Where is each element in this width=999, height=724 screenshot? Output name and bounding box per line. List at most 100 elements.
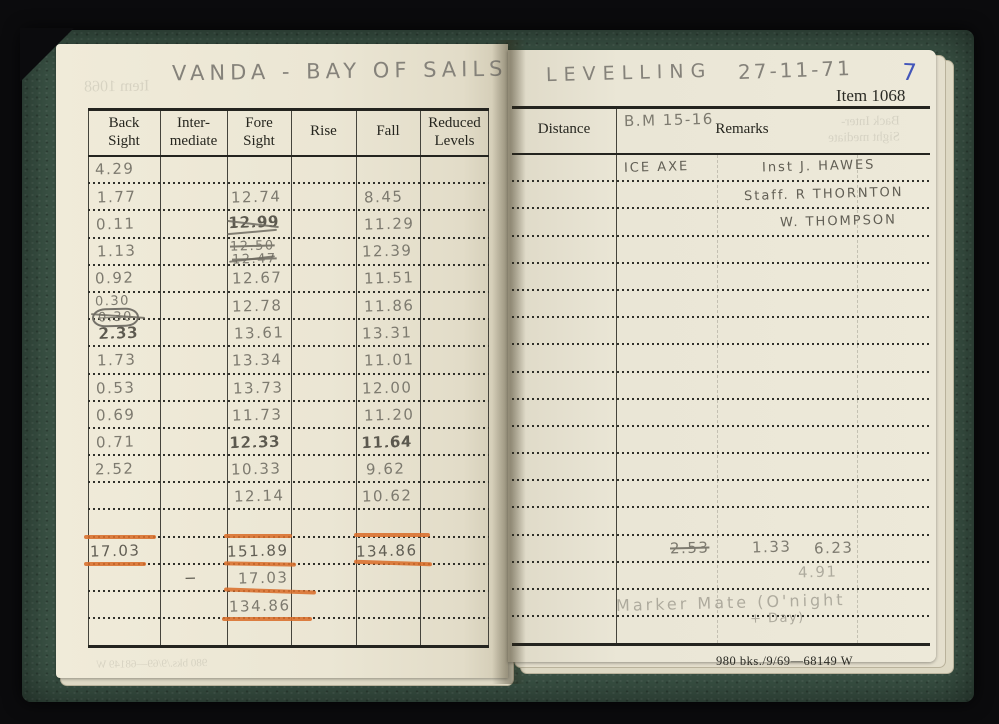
table-row	[512, 209, 930, 237]
table-row	[512, 290, 930, 319]
entry-back-sight: 0.69	[95, 405, 136, 425]
entry-back-sight: 2.33	[98, 323, 139, 343]
table-row	[88, 157, 489, 185]
entry-fore-sight: 12.74	[230, 187, 282, 207]
printer-imprint: 980 bks./9/69—68149 W	[716, 654, 854, 668]
net-fall-result: 134.86	[228, 596, 291, 616]
table-rows-right: ICE AXE Inst J. HAWES Staff. R THORNTON …	[512, 155, 930, 627]
orange-rule	[222, 617, 312, 621]
table-row	[88, 374, 489, 402]
table-row	[512, 454, 930, 482]
table-row	[88, 537, 489, 565]
header-rise: Rise	[310, 123, 337, 139]
bleed-through-printer-code: 980 bks./9/69—68149 W	[95, 657, 208, 671]
entry-back-sight: 1.13	[96, 241, 137, 261]
table-row	[88, 238, 489, 266]
header-reduced-levels: Reduced Levels	[428, 115, 481, 149]
entry-back-sight: 0.92	[94, 268, 135, 288]
header-back-sight: Back Sight	[108, 115, 140, 149]
table-header-right: Distance Remarks B.M 15-16 Back Inter- S…	[512, 109, 930, 155]
entry-back-sight: 0.53	[95, 378, 136, 398]
entry-fore-sight: 13.73	[232, 378, 284, 398]
table-row	[512, 345, 930, 373]
table-row	[88, 428, 489, 457]
table-row	[88, 456, 489, 484]
entry-fore-sight-overwritten: 12.33	[229, 432, 281, 452]
table-row	[512, 535, 930, 563]
total-fall: 134.86	[355, 541, 418, 561]
levelling-table-right: Distance Remarks B.M 15-16 Back Inter- S…	[512, 106, 930, 646]
table-row	[512, 508, 930, 536]
table-row	[88, 184, 489, 212]
table-row	[88, 320, 489, 348]
orange-rule	[224, 534, 292, 538]
entry-back-sight: 4.29	[94, 159, 135, 179]
remark-staff-man-2: W. THOMPSON	[779, 212, 898, 231]
equipment-note: ICE AXE	[623, 159, 690, 176]
table-row	[512, 426, 930, 455]
orange-rule	[84, 535, 156, 539]
table-rows-left: 4.29 1.77 0.11 1.13 0.92 0.30 0.30 2.33 …	[84, 157, 489, 621]
entry-back-sight: 0.71	[95, 432, 136, 452]
calc-value: 6.23	[813, 538, 854, 558]
orange-rule	[84, 562, 146, 566]
page-subject-handwritten: LEVELLING	[545, 59, 713, 87]
entry-fall: 11.51	[363, 268, 415, 288]
entry-fore-sight: 10.33	[230, 459, 282, 479]
levelling-table-left: Back Sight Inter- mediate Fore Sight Ris…	[84, 108, 489, 648]
entry-back-sight: 1.77	[96, 187, 137, 207]
entry-fore-sight: 13.34	[231, 350, 283, 370]
calc-value: 1.33	[751, 537, 792, 557]
date-handwritten: 27-11-71	[737, 56, 854, 84]
table-row	[88, 292, 489, 321]
marker-note-line2: + Day)	[749, 610, 805, 627]
bleed-through-header: Back Inter- Sight mediate	[828, 112, 901, 145]
total-back-sight: 17.03	[89, 541, 141, 561]
table-row	[512, 182, 930, 210]
entry-fall: 8.45	[363, 187, 404, 207]
bleed-through-item-label: Item 1068	[83, 77, 150, 96]
benchmark-note: B.M 15-16	[623, 109, 715, 131]
header-intermediate: Inter- mediate	[169, 115, 218, 149]
table-row	[88, 401, 489, 429]
right-page: LEVELLING 27-11-71 7 Item 1068 Distance …	[508, 50, 936, 668]
table-row	[512, 562, 930, 590]
table-row	[88, 592, 489, 620]
page-gutter-shadow	[492, 40, 526, 684]
table-row	[512, 155, 930, 183]
entry-back-sight: 2.52	[94, 459, 135, 479]
entry-fall-overwritten: 11.64	[361, 432, 413, 452]
entry-fore-sight: 12.78	[231, 296, 283, 316]
entry-fall: 11.20	[363, 405, 415, 425]
table-row	[88, 347, 489, 375]
table-row	[88, 564, 489, 592]
header-fore-sight: Fore Sight	[243, 115, 275, 149]
orange-rule	[354, 533, 430, 537]
header-remarks: Remarks	[715, 121, 769, 137]
entry-fore-sight: 12.67	[231, 268, 283, 288]
calc-value: 4.91	[797, 562, 838, 582]
table-row	[512, 481, 930, 509]
table-row	[88, 483, 489, 511]
table-row	[512, 236, 930, 264]
entry-fall: 9.62	[365, 459, 406, 479]
page-number: 7	[901, 59, 918, 87]
table-row	[512, 399, 930, 427]
entry-fore-sight: 12.14	[233, 486, 285, 506]
entry-fall: 11.01	[363, 350, 415, 370]
entry-fall: 12.00	[361, 378, 413, 398]
header-distance: Distance	[537, 121, 591, 137]
entry-back-sight: 1.73	[96, 350, 137, 370]
subtracted-back-sight: 17.03	[237, 568, 289, 588]
table-header-left: Back Sight Inter- mediate Fore Sight Ris…	[88, 111, 489, 157]
entry-fall: 12.39	[361, 241, 413, 261]
table-row	[512, 263, 930, 291]
table-row	[88, 211, 489, 239]
left-page: Item 1068 VANDA - BAY OF SAILS Back Sigh…	[56, 44, 508, 678]
remark-instrument-man: Inst J. HAWES	[761, 157, 876, 176]
page-title-handwritten: VANDA - BAY OF SAILS	[171, 56, 508, 86]
entry-fore-sight: 13.61	[233, 323, 285, 343]
calc-value-deleted: 2.53	[669, 538, 710, 558]
item-number-label: Item 1068	[836, 86, 906, 105]
